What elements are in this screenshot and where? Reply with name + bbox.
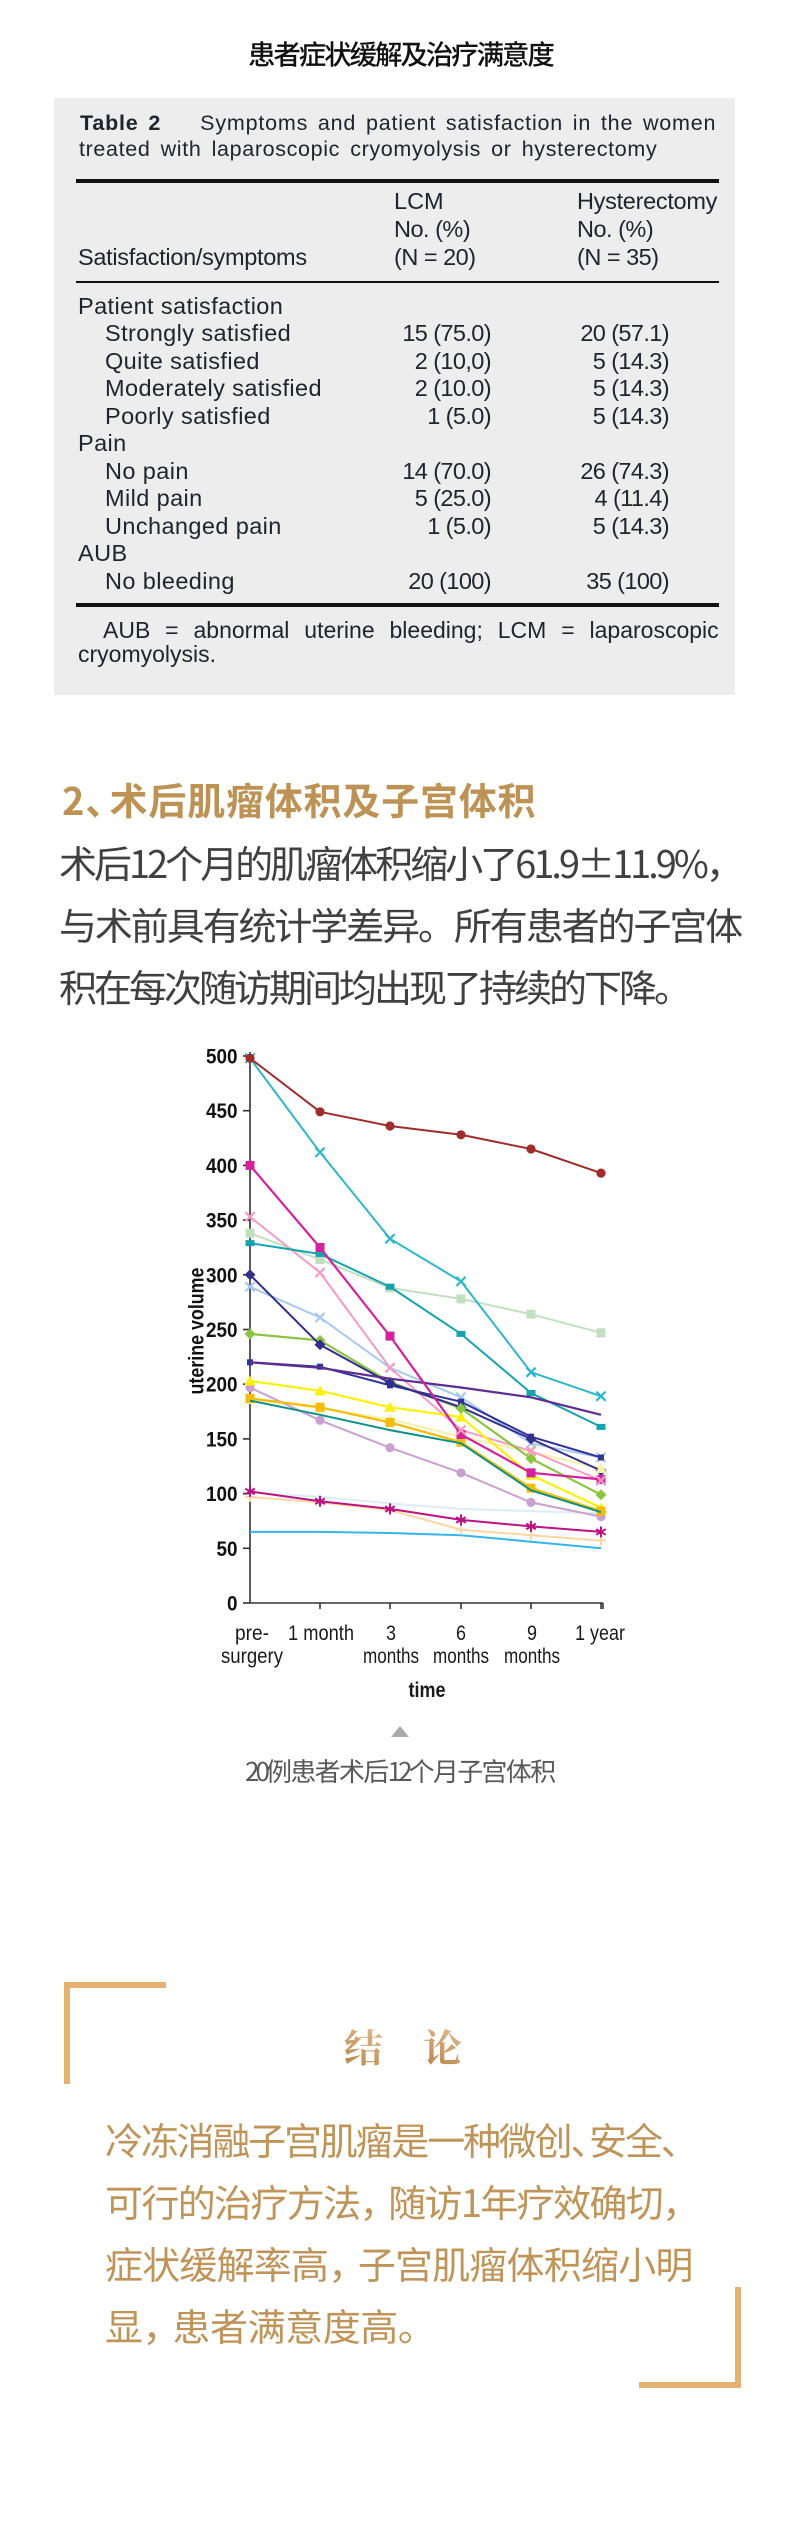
svg-text:350: 350: [206, 1209, 238, 1233]
svg-text:9: 9: [527, 1621, 537, 1645]
svg-text:1 month: 1 month: [288, 1621, 354, 1645]
svg-text:400: 400: [206, 1154, 238, 1178]
svg-text:surgery: surgery: [221, 1644, 283, 1668]
svg-text:300: 300: [206, 1263, 238, 1287]
svg-text:uterine volume: uterine volume: [185, 1267, 209, 1394]
svg-text:500: 500: [206, 1045, 238, 1069]
svg-text:50: 50: [217, 1537, 238, 1561]
svg-text:time: time: [409, 1678, 446, 1702]
svg-text:pre-: pre-: [235, 1621, 269, 1645]
svg-text:0: 0: [227, 1592, 238, 1616]
svg-text:100: 100: [206, 1482, 238, 1506]
svg-text:250: 250: [206, 1318, 238, 1342]
svg-text:200: 200: [206, 1373, 238, 1397]
svg-text:months: months: [363, 1644, 419, 1668]
svg-text:months: months: [433, 1644, 489, 1668]
svg-text:450: 450: [206, 1099, 238, 1123]
svg-text:6: 6: [456, 1621, 466, 1645]
svg-text:150: 150: [206, 1427, 238, 1451]
svg-text:1 year: 1 year: [575, 1621, 625, 1645]
svg-text:months: months: [504, 1644, 560, 1668]
svg-text:3: 3: [386, 1621, 396, 1645]
